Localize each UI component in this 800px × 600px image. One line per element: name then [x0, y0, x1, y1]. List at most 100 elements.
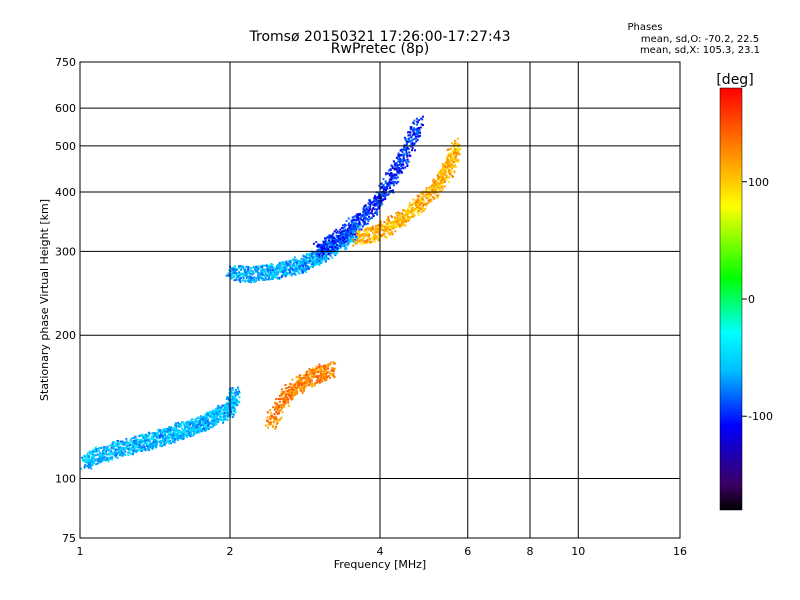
data-point	[265, 264, 268, 267]
data-point	[360, 233, 363, 236]
data-point	[290, 259, 293, 262]
data-point	[449, 163, 452, 166]
data-point	[382, 224, 385, 227]
data-point	[278, 405, 281, 408]
data-point	[274, 401, 277, 404]
data-point	[328, 245, 331, 248]
data-point	[330, 373, 333, 376]
data-point	[232, 268, 235, 271]
data-point	[419, 134, 422, 137]
data-point	[185, 436, 188, 439]
data-point	[332, 370, 335, 373]
data-point	[307, 374, 310, 377]
data-point	[377, 203, 380, 206]
data-point	[262, 278, 265, 281]
data-point	[316, 248, 319, 251]
data-point	[284, 397, 287, 400]
data-point	[261, 264, 264, 267]
data-point	[319, 381, 322, 384]
data-point	[98, 461, 101, 464]
data-point	[448, 161, 451, 164]
data-point	[283, 397, 286, 400]
data-point	[354, 239, 357, 242]
data-point	[303, 385, 306, 388]
data-point	[287, 392, 290, 395]
data-point	[265, 268, 268, 271]
data-point	[393, 168, 396, 171]
data-point	[391, 221, 394, 224]
data-point	[252, 272, 255, 275]
data-point	[420, 211, 423, 214]
data-point	[246, 269, 249, 272]
data-point	[408, 151, 411, 154]
data-point	[338, 244, 341, 247]
data-point	[451, 167, 454, 170]
data-point	[354, 224, 357, 227]
data-point	[186, 427, 189, 430]
data-point	[102, 458, 105, 461]
data-point	[177, 424, 180, 427]
data-point	[368, 209, 371, 212]
data-point	[311, 265, 314, 268]
data-point	[442, 181, 445, 184]
data-point	[187, 426, 190, 429]
data-point	[149, 437, 152, 440]
data-point	[441, 177, 444, 180]
data-point	[313, 259, 316, 262]
data-point	[212, 414, 215, 417]
data-point	[343, 229, 346, 232]
data-point	[291, 269, 294, 272]
data-point	[278, 419, 281, 422]
data-point	[215, 409, 218, 412]
data-point	[321, 243, 324, 246]
data-point	[369, 200, 372, 203]
data-point	[284, 402, 287, 405]
data-point	[306, 376, 309, 379]
data-point	[353, 239, 356, 242]
data-point	[234, 393, 237, 396]
data-point	[266, 274, 269, 277]
data-point	[447, 155, 450, 158]
data-point	[292, 384, 295, 387]
data-point	[391, 174, 394, 177]
data-point	[272, 406, 275, 409]
data-point	[346, 231, 349, 234]
data-point	[368, 217, 371, 220]
data-point	[173, 437, 176, 440]
data-point	[431, 184, 434, 187]
data-point	[198, 427, 201, 430]
data-point	[384, 173, 387, 176]
data-point	[402, 152, 405, 155]
data-point	[358, 233, 361, 236]
data-point	[357, 231, 360, 234]
data-point	[433, 190, 436, 193]
data-point	[205, 415, 208, 418]
data-point	[349, 240, 352, 243]
data-point	[388, 226, 391, 229]
data-point	[289, 394, 292, 397]
data-point	[411, 207, 414, 210]
data-point	[386, 193, 389, 196]
data-point	[307, 377, 310, 380]
data-point	[227, 274, 230, 277]
data-point	[450, 156, 453, 159]
data-point	[424, 207, 427, 210]
data-point	[188, 433, 191, 436]
data-point	[366, 241, 369, 244]
data-point	[142, 440, 145, 443]
data-point	[311, 260, 314, 263]
data-point	[229, 403, 232, 406]
data-point	[325, 367, 328, 370]
data-point	[183, 422, 186, 425]
data-point	[265, 273, 268, 276]
data-point	[342, 239, 345, 242]
data-point	[405, 149, 408, 152]
data-point	[170, 442, 173, 445]
data-point	[345, 236, 348, 239]
data-point	[449, 159, 452, 162]
data-point	[269, 421, 272, 424]
data-point	[331, 245, 334, 248]
data-point	[269, 409, 272, 412]
data-point	[324, 374, 327, 377]
